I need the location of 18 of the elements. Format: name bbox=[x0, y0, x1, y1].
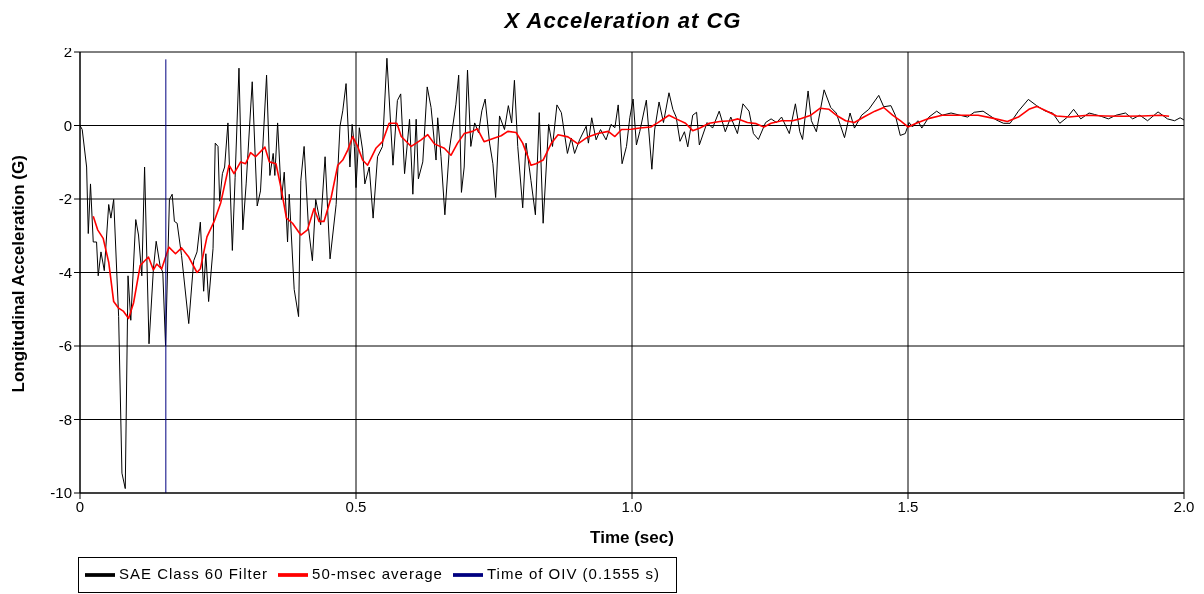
y-tick-label: -4 bbox=[58, 263, 72, 281]
y-tick-label: -8 bbox=[58, 410, 72, 428]
line-series bbox=[92, 105, 1170, 320]
legend-label: Time of OIV (0.1555 s) bbox=[486, 565, 661, 583]
y-tick-label: 0 bbox=[63, 116, 72, 134]
chart-title: X Acceleration at CG bbox=[504, 8, 742, 33]
y-axis-title: Longitudinal Acceleration (G) bbox=[9, 155, 29, 393]
x-axis-title: Time (sec) bbox=[590, 528, 674, 547]
y-tick-label: -2 bbox=[58, 190, 72, 208]
legend-label: SAE Class 60 Filter bbox=[119, 565, 269, 583]
x-tick-label: 0.5 bbox=[345, 497, 367, 515]
x-tick-label: 2.0 bbox=[1173, 497, 1195, 515]
x-tick-label: 1.5 bbox=[897, 497, 919, 515]
y-tick-label: -10 bbox=[50, 484, 72, 502]
x-tick-label: 1.0 bbox=[621, 497, 643, 515]
legend-label: 50-msec average bbox=[312, 565, 443, 583]
x-tick-label: 0 bbox=[75, 497, 85, 515]
y-tick-label: -6 bbox=[58, 337, 72, 355]
